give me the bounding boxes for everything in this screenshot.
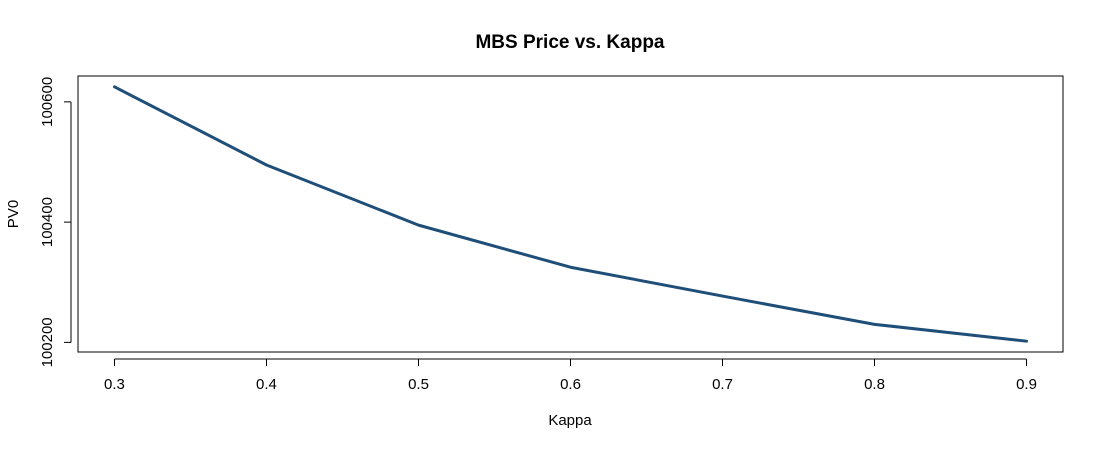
plot-frame bbox=[77, 75, 1064, 353]
y-tick-label: 100200 bbox=[39, 317, 56, 367]
x-axis-label: Kappa bbox=[548, 412, 592, 429]
x-tick-label: 0.6 bbox=[560, 376, 581, 393]
x-tick-label: 0.5 bbox=[408, 376, 429, 393]
series-layer bbox=[112, 85, 1029, 343]
chart-title: MBS Price vs. Kappa bbox=[475, 32, 664, 53]
y-axis-label: PV0 bbox=[5, 200, 22, 228]
x-axis: 0.3 0.4 0.5 0.6 0.7 0.8 0.9 bbox=[104, 358, 1037, 393]
series-line bbox=[112, 85, 1029, 343]
y-axis: 100200 100400 100600 bbox=[39, 77, 72, 367]
y-tick-label: 100400 bbox=[39, 197, 56, 247]
x-tick-label: 0.8 bbox=[864, 376, 885, 393]
x-tick-label: 0.9 bbox=[1016, 376, 1037, 393]
x-tick-label: 0.4 bbox=[256, 376, 277, 393]
x-tick-label: 0.3 bbox=[104, 376, 125, 393]
y-tick-label: 100600 bbox=[39, 77, 56, 127]
x-tick-label: 0.7 bbox=[712, 376, 733, 393]
